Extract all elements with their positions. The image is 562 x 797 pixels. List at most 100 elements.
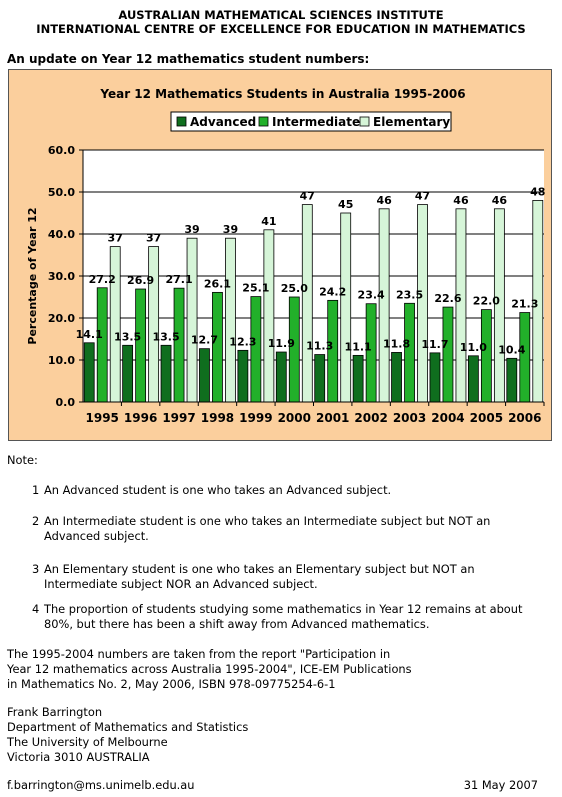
bar-advanced bbox=[314, 354, 326, 403]
legend-box bbox=[170, 111, 452, 132]
data-label: 11.3 bbox=[306, 340, 333, 353]
x-tick-label: 2001 bbox=[316, 411, 349, 425]
y-tick-label: 30.0 bbox=[48, 270, 75, 283]
data-label: 13.5 bbox=[152, 330, 179, 343]
data-label: 47 bbox=[300, 190, 315, 203]
legend-label: Elementary bbox=[373, 115, 450, 129]
data-label: 23.5 bbox=[396, 288, 423, 301]
data-label: 14.1 bbox=[76, 328, 103, 341]
y-tick-label: 50.0 bbox=[48, 186, 75, 199]
x-tick-label: 1999 bbox=[239, 411, 272, 425]
data-label: 24.2 bbox=[319, 285, 346, 298]
note-number: 1 bbox=[32, 483, 40, 497]
x-tick-label: 2003 bbox=[393, 411, 426, 425]
bar-intermediate bbox=[480, 309, 492, 403]
bar-intermediate bbox=[519, 312, 531, 403]
institute-header: AUSTRALIAN MATHEMATICAL SCIENCES INSTITU… bbox=[0, 8, 562, 36]
note-text: An Intermediate student is one who takes… bbox=[44, 514, 491, 543]
y-axis-label: Percentage of Year 12 bbox=[26, 207, 39, 344]
x-tick-label: 2004 bbox=[431, 411, 464, 425]
x-tick-label: 2006 bbox=[508, 411, 541, 425]
bar-intermediate bbox=[250, 296, 262, 403]
bar-intermediate bbox=[96, 287, 108, 403]
bar-elementary bbox=[301, 204, 313, 403]
legend-swatch bbox=[176, 116, 187, 127]
data-label: 25.0 bbox=[281, 282, 308, 295]
note-number: 3 bbox=[32, 562, 40, 576]
data-label: 46 bbox=[376, 194, 392, 207]
notes-label: Note: bbox=[7, 453, 38, 467]
y-tick-label: 60.0 bbox=[48, 144, 75, 157]
bar-advanced bbox=[467, 355, 479, 403]
bar-intermediate bbox=[404, 302, 415, 403]
source-citation: The 1995-2004 numbers are taken from the… bbox=[7, 647, 412, 691]
x-tick-label: 1996 bbox=[124, 411, 157, 425]
page-subtitle: An update on Year 12 mathematics student… bbox=[7, 52, 370, 66]
data-label: 45 bbox=[338, 198, 353, 211]
bar-advanced bbox=[122, 344, 134, 403]
data-label: 11.8 bbox=[383, 337, 410, 350]
data-label: 22.0 bbox=[473, 295, 500, 308]
data-label: 46 bbox=[492, 194, 508, 207]
note-number: 4 bbox=[32, 602, 40, 616]
bar-advanced bbox=[391, 352, 402, 403]
data-label: 11.9 bbox=[268, 337, 295, 350]
bar-advanced bbox=[237, 349, 249, 403]
note-number: 2 bbox=[32, 514, 40, 528]
note-text: An Elementary student is one who takes a… bbox=[44, 562, 475, 591]
data-label: 26.9 bbox=[127, 274, 154, 287]
data-label: 11.1 bbox=[345, 340, 372, 353]
x-tick-label: 1995 bbox=[86, 411, 119, 425]
data-label: 39 bbox=[184, 223, 199, 236]
data-label: 25.1 bbox=[242, 282, 269, 295]
bar-advanced bbox=[275, 351, 287, 403]
data-label: 47 bbox=[415, 190, 430, 203]
y-tick-label: 10.0 bbox=[48, 354, 75, 367]
bar-elementary bbox=[455, 208, 467, 403]
data-label: 37 bbox=[146, 232, 161, 245]
data-label: 23.4 bbox=[358, 289, 385, 302]
author-email[interactable]: f.barrington@ms.unimelb.edu.au bbox=[7, 778, 195, 792]
header-line-2: INTERNATIONAL CENTRE OF EXCELLENCE FOR E… bbox=[36, 22, 526, 36]
note-text: The proportion of students studying some… bbox=[44, 602, 523, 631]
data-label: 46 bbox=[453, 194, 469, 207]
bar-elementary bbox=[378, 208, 390, 403]
note-text: An Advanced student is one who takes an … bbox=[44, 483, 392, 497]
data-label: 39 bbox=[223, 223, 238, 236]
data-label: 12.3 bbox=[229, 335, 256, 348]
x-tick-label: 2000 bbox=[278, 411, 311, 425]
bar-advanced bbox=[352, 354, 364, 403]
author-address: Frank Barrington Department of Mathemati… bbox=[7, 705, 249, 764]
publication-date: 31 May 2007 bbox=[463, 778, 538, 792]
legend-label: Advanced bbox=[190, 115, 256, 129]
data-label: 11.7 bbox=[421, 338, 448, 351]
y-tick-label: 20.0 bbox=[48, 312, 75, 325]
bar-elementary bbox=[417, 204, 428, 403]
data-label: 11.0 bbox=[460, 341, 487, 354]
y-tick-label: 0.0 bbox=[56, 396, 76, 409]
chart-panel: Year 12 Mathematics Students in Australi… bbox=[8, 69, 552, 441]
legend-label: Intermediate bbox=[272, 115, 360, 129]
bar-advanced bbox=[83, 342, 95, 403]
bar-intermediate bbox=[135, 288, 147, 403]
bar-intermediate bbox=[173, 287, 185, 403]
legend-swatch bbox=[258, 116, 269, 127]
data-label: 41 bbox=[261, 215, 276, 228]
x-tick-label: 2002 bbox=[354, 411, 387, 425]
x-tick-label: 1998 bbox=[201, 411, 234, 425]
x-tick-label: 1997 bbox=[162, 411, 195, 425]
y-tick-label: 40.0 bbox=[48, 228, 75, 241]
bar-chart: Year 12 Mathematics Students in Australi… bbox=[26, 87, 545, 425]
bar-advanced bbox=[199, 348, 210, 403]
x-tick-label: 2005 bbox=[470, 411, 503, 425]
bar-elementary bbox=[186, 237, 198, 403]
chart-legend: Advanced Intermediate Elementary bbox=[170, 111, 452, 132]
bar-advanced bbox=[160, 344, 172, 403]
data-label: 13.5 bbox=[114, 330, 141, 343]
bar-elementary bbox=[340, 212, 352, 403]
data-label: 10.4 bbox=[498, 343, 525, 356]
bar-elementary bbox=[263, 229, 275, 403]
legend-swatch bbox=[359, 116, 370, 127]
data-label: 26.1 bbox=[204, 277, 231, 290]
data-label: 22.6 bbox=[434, 292, 461, 305]
